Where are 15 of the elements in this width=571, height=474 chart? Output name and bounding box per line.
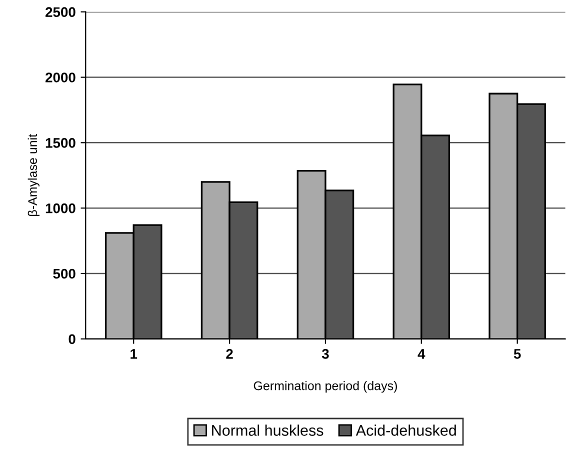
y-tick-label: 0 [68, 334, 76, 344]
y-axis-title: β-Amylase unit [28, 134, 40, 216]
x-axis-title: Germination period (days) [254, 381, 397, 393]
y-tick-label: 1000 [46, 203, 76, 214]
y-tick-label: 500 [53, 268, 76, 279]
x-tick-label: 3 [322, 349, 329, 359]
y-tick-label: 2500 [46, 7, 76, 18]
x-tick-label: 4 [418, 349, 426, 359]
x-tick-label: 5 [514, 349, 521, 359]
x-tick-label: 2 [226, 349, 233, 359]
legend-label: Acid-dehusked [356, 424, 456, 436]
x-tick-label: 1 [130, 349, 138, 359]
y-tick-label: 2000 [46, 72, 76, 82]
y-tick-label: 1500 [46, 138, 76, 148]
legend-label: Normal huskless [212, 424, 324, 436]
